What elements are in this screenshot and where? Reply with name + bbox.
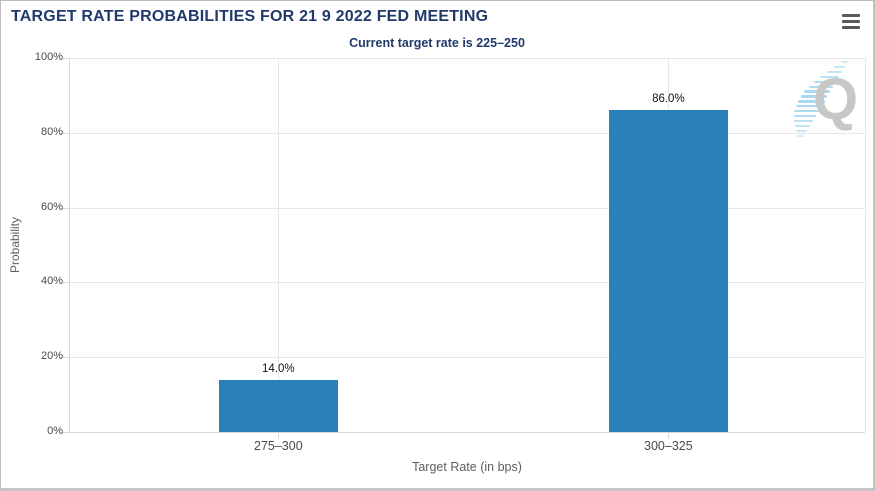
y-axis-tick [60, 357, 69, 359]
plot-right-edge [865, 58, 866, 432]
x-axis-title: Target Rate (in bps) [412, 460, 522, 474]
bar-value-label: 14.0% [262, 362, 295, 375]
y-gridline [69, 132, 865, 134]
watermark-dash [794, 124, 810, 128]
x-axis-tick [668, 432, 670, 438]
chart-header: TARGET RATE PROBABILITIES FOR 21 9 2022 … [1, 1, 873, 33]
x-axis-tick [278, 432, 280, 438]
y-axis-tick [60, 282, 69, 284]
category-label: 300–325 [644, 439, 693, 453]
x-axis-line [69, 432, 865, 433]
hamburger-bar [842, 19, 860, 24]
y-tick-label: 0% [47, 425, 63, 437]
y-gridline [69, 282, 865, 284]
y-axis-title: Probability [8, 216, 22, 274]
y-tick-label: 100% [34, 51, 63, 63]
category-gridline [278, 58, 280, 432]
watermark-dash [794, 110, 819, 113]
watermark-dash [793, 114, 816, 118]
hamburger-bar [842, 14, 860, 18]
y-axis-line [69, 58, 70, 432]
hamburger-menu-icon[interactable] [842, 14, 860, 30]
watermark-q-logo: Q [813, 67, 859, 132]
watermark-dash [820, 75, 840, 79]
probability-bar[interactable] [608, 110, 728, 432]
category-label: 275–300 [254, 439, 303, 453]
y-gridline [69, 207, 865, 209]
chart-title: TARGET RATE PROBABILITIES FOR 21 9 2022 … [11, 8, 489, 25]
y-tick-label: 40% [40, 275, 63, 288]
hamburger-bar [842, 25, 860, 30]
bar-value-label: 86.0% [652, 93, 685, 106]
watermark-dash [797, 100, 825, 103]
y-gridline [69, 357, 865, 359]
watermark-dash [826, 70, 843, 74]
watermark-dash [795, 105, 822, 108]
y-tick-label: 60% [40, 200, 63, 213]
watermark-dash [800, 95, 828, 98]
y-axis-tick [60, 58, 69, 59]
y-gridline [69, 58, 865, 59]
y-axis-tick [60, 207, 69, 209]
watermark-dash [841, 61, 848, 64]
watermark-dash [797, 134, 804, 137]
y-axis-tick [60, 432, 69, 433]
watermark-dash [804, 90, 831, 93]
watermark-dash [794, 119, 813, 123]
probability-bar[interactable] [218, 379, 338, 432]
y-tick-label: 20% [40, 350, 63, 363]
chart-subtitle: Current target rate is 225–250 [349, 36, 525, 50]
y-tick-label: 80% [40, 125, 63, 138]
watermark-dash [814, 80, 837, 83]
watermark-dash [809, 85, 834, 88]
watermark-dash [795, 129, 807, 132]
y-axis-tick [60, 132, 69, 134]
watermark-dash [833, 65, 846, 69]
